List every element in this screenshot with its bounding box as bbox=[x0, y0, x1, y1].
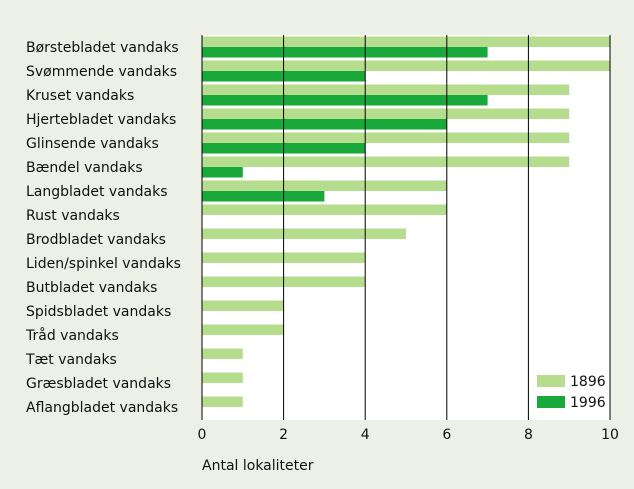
legend-swatch bbox=[537, 375, 565, 387]
y-tick-label: Tæt vandaks bbox=[25, 352, 117, 368]
bar bbox=[202, 180, 447, 191]
bar bbox=[202, 60, 610, 71]
y-tick-label: Brodbladet vandaks bbox=[26, 232, 166, 248]
bar bbox=[202, 300, 284, 311]
y-tick-label: Aflangbladet vandaks bbox=[26, 400, 178, 416]
legend-label: 1896 bbox=[570, 374, 606, 390]
bar bbox=[202, 47, 488, 58]
x-tick-label: 6 bbox=[442, 427, 451, 443]
x-tick-label: 2 bbox=[279, 427, 288, 443]
x-tick-label: 8 bbox=[524, 427, 533, 443]
bar bbox=[202, 372, 243, 383]
x-tick-label: 10 bbox=[601, 427, 619, 443]
y-tick-label: Spidsbladet vandaks bbox=[26, 304, 171, 320]
bar bbox=[202, 348, 243, 359]
bar bbox=[202, 396, 243, 407]
bar bbox=[202, 324, 284, 335]
y-tick-label: Langbladet vandaks bbox=[26, 184, 168, 200]
bar bbox=[202, 132, 570, 143]
y-tick-label: Butbladet vandaks bbox=[26, 280, 157, 296]
x-axis-label: Antal lokaliteter bbox=[202, 458, 314, 474]
bar bbox=[202, 204, 447, 215]
legend-label: 1996 bbox=[570, 395, 606, 411]
x-tick-label: 0 bbox=[198, 427, 207, 443]
y-tick-label: Liden/spinkel vandaks bbox=[26, 256, 181, 272]
bar bbox=[202, 156, 570, 167]
y-tick-label: Græsbladet vandaks bbox=[26, 376, 171, 392]
y-tick-label: Hjertebladet vandaks bbox=[26, 112, 176, 128]
bar bbox=[202, 191, 325, 202]
bar bbox=[202, 36, 610, 47]
y-tick-label: Børstebladet vandaks bbox=[26, 40, 179, 56]
y-tick-label: Rust vandaks bbox=[26, 208, 120, 224]
bar bbox=[202, 119, 447, 130]
y-tick-label: Tråd vandaks bbox=[25, 327, 119, 344]
y-tick-label: Svømmende vandaks bbox=[26, 64, 177, 80]
x-tick-label: 4 bbox=[361, 427, 370, 443]
bar bbox=[202, 84, 570, 95]
bar bbox=[202, 95, 488, 106]
y-tick-label: Glinsende vandaks bbox=[26, 136, 159, 152]
y-tick-label: Kruset vandaks bbox=[26, 88, 134, 104]
bar bbox=[202, 167, 243, 178]
bar bbox=[202, 108, 570, 119]
y-tick-label: Bændel vandaks bbox=[26, 160, 143, 176]
bar bbox=[202, 228, 406, 239]
legend-swatch bbox=[537, 396, 565, 408]
